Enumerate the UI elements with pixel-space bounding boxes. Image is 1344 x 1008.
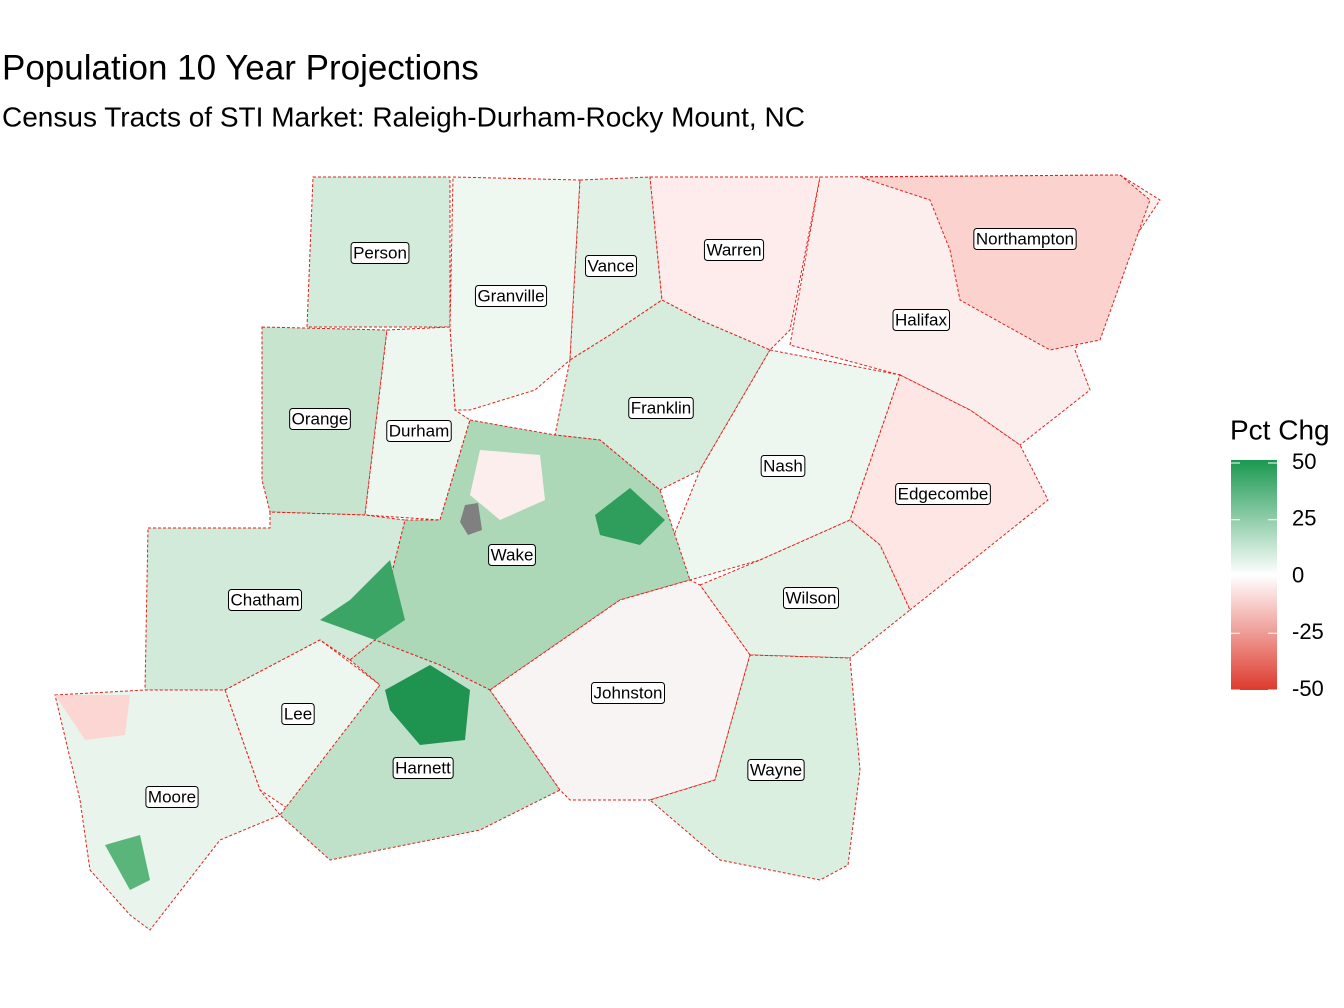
county-shape [554,299,771,491]
tract-patch [460,503,482,535]
county-label-box [760,454,806,477]
subtitle: Census Tracts of STI Market: Raleigh-Dur… [2,101,805,132]
county-label: Moore [148,787,196,806]
county-label: Johnston [594,683,663,702]
county-label: Lee [284,704,312,723]
county-label: Wake [491,545,534,564]
county-label: Vance [588,256,635,275]
tract-patch [385,665,470,745]
county-label-box [474,284,548,307]
tract-patch [105,835,150,890]
county-label-box [488,543,536,566]
county-label-box [585,254,637,277]
tract-patch [595,488,665,545]
county-label: Halifax [895,310,947,329]
legend-tick-label: 0 [1292,562,1304,587]
county-label-box [747,758,805,781]
county-label-box [628,396,694,419]
county-label-box [289,407,351,430]
county-label: Chatham [231,590,300,609]
county-label-box [782,586,840,609]
county-label-box [392,756,454,779]
county-label: Wayne [750,760,802,779]
county-label-box [386,419,452,442]
county-label: Edgecombe [898,484,989,503]
tract-patch [55,695,130,740]
county-shape [54,689,281,931]
county-labels: Person Granville Vance Warren Northampton Hal… [145,227,1077,808]
county-shape [279,639,561,861]
county-label-box [145,785,199,808]
tract-patch [320,560,405,640]
county-label-box [895,482,991,505]
counties [54,174,1161,931]
legend-title: Pct Chg [1230,414,1330,445]
county-label-box [228,588,302,611]
county-label-box [703,238,765,261]
county-label-box [892,308,950,331]
county-label: Granville [477,286,544,305]
county-label: Wilson [785,588,836,607]
county-label-box [281,702,315,725]
legend-colorbar [1231,460,1277,690]
county-label: Person [353,243,407,262]
legend-tick-label: -50 [1292,676,1324,701]
legend-tick-label: 25 [1292,506,1316,531]
county-shape [224,639,381,811]
county-label: Franklin [631,398,691,417]
county-shape [859,174,1151,351]
county-label-box [591,681,665,704]
county-label: Northampton [976,229,1074,248]
county-label: Harnett [395,758,451,777]
county-label-box [350,241,410,264]
legend-tick-label: -25 [1292,619,1324,644]
county-label: Nash [763,456,803,475]
tract-patch [470,450,545,520]
title: Population 10 Year Projections [2,48,479,87]
county-label-box [973,227,1077,250]
county-label: Orange [292,409,349,428]
legend-tick-label: 50 [1292,449,1316,474]
county-label: Warren [706,240,761,259]
county-label: Durham [389,421,449,440]
